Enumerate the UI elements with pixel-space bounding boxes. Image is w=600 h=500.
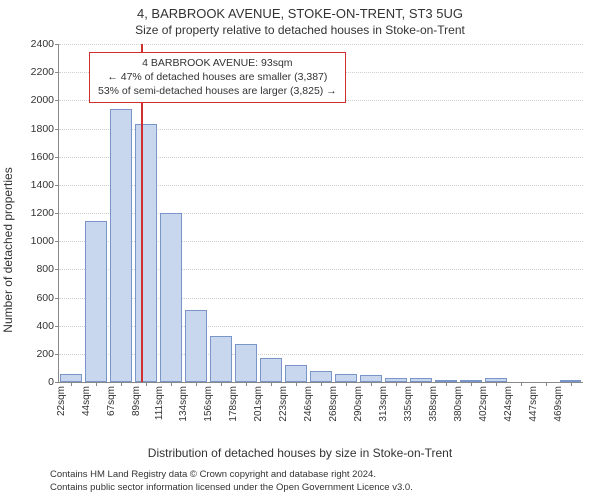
x-tick-label: 358sqm [428, 386, 439, 422]
x-tick-mark [271, 382, 272, 386]
y-tick-mark [55, 298, 59, 299]
y-tick-label: 0 [48, 376, 54, 388]
bar [260, 358, 282, 382]
y-tick-mark [55, 44, 59, 45]
y-tick-label: 1600 [31, 151, 54, 163]
bar [135, 124, 157, 382]
x-tick-mark [296, 382, 297, 386]
chart-title-line1: 4, BARBROOK AVENUE, STOKE-ON-TRENT, ST3 … [0, 6, 600, 21]
x-tick-label: 22sqm [56, 386, 67, 416]
y-tick-mark [55, 129, 59, 130]
x-tick-label: 246sqm [303, 386, 314, 422]
x-tick-label: 290sqm [353, 386, 364, 422]
attribution: Contains HM Land Registry data © Crown c… [50, 469, 590, 494]
x-tick-label: 424sqm [503, 386, 514, 422]
x-tick-mark [96, 382, 97, 386]
y-tick-mark [55, 269, 59, 270]
x-tick-mark [371, 382, 372, 386]
y-tick-label: 200 [36, 348, 54, 360]
x-tick-mark [421, 382, 422, 386]
attribution-line2: Contains public sector information licen… [50, 482, 590, 494]
x-tick-label: 313sqm [378, 386, 389, 422]
x-tick-mark [146, 382, 147, 386]
y-tick-label: 1200 [31, 207, 54, 219]
x-tick-mark [446, 382, 447, 386]
x-tick-mark [571, 382, 572, 386]
x-tick-label: 402sqm [478, 386, 489, 422]
x-tick-mark [396, 382, 397, 386]
x-tick-label: 201sqm [253, 386, 264, 422]
y-tick-mark [55, 185, 59, 186]
x-tick-label: 89sqm [131, 386, 142, 416]
x-tick-label: 67sqm [106, 386, 117, 416]
gridline [59, 44, 583, 45]
annotation-line: ← 47% of detached houses are smaller (3,… [98, 70, 337, 84]
x-tick-label: 335sqm [403, 386, 414, 422]
y-tick-label: 800 [36, 263, 54, 275]
bar [235, 344, 257, 382]
bar [85, 221, 107, 382]
x-tick-label: 156sqm [203, 386, 214, 422]
y-tick-mark [55, 157, 59, 158]
x-tick-mark [546, 382, 547, 386]
plot-area: 0200400600800100012001400160018002000220… [58, 44, 583, 383]
x-tick-label: 469sqm [553, 386, 564, 422]
bar [185, 310, 207, 382]
attribution-line1: Contains HM Land Registry data © Crown c… [50, 469, 590, 481]
x-tick-mark [521, 382, 522, 386]
y-tick-mark [55, 213, 59, 214]
y-tick-label: 2400 [31, 38, 54, 50]
x-tick-mark [71, 382, 72, 386]
annotation-line: 4 BARBROOK AVENUE: 93sqm [98, 56, 337, 70]
x-tick-mark [246, 382, 247, 386]
y-tick-mark [55, 72, 59, 73]
x-tick-label: 178sqm [228, 386, 239, 422]
y-tick-label: 1400 [31, 179, 54, 191]
y-tick-label: 600 [36, 292, 54, 304]
y-tick-label: 2000 [31, 94, 54, 106]
annotation-line: 53% of semi-detached houses are larger (… [98, 84, 337, 98]
x-tick-label: 223sqm [278, 386, 289, 422]
bar [285, 365, 307, 382]
y-tick-label: 1800 [31, 123, 54, 135]
x-tick-mark [321, 382, 322, 386]
x-tick-mark [121, 382, 122, 386]
x-tick-label: 44sqm [81, 386, 92, 416]
y-axis-label: Number of detached properties [1, 167, 15, 332]
x-tick-mark [471, 382, 472, 386]
chart-title-line2: Size of property relative to detached ho… [0, 23, 600, 37]
x-tick-label: 447sqm [528, 386, 539, 422]
bar [360, 375, 382, 382]
y-tick-mark [55, 241, 59, 242]
bar [160, 213, 182, 382]
x-tick-mark [496, 382, 497, 386]
bar [335, 374, 357, 382]
y-tick-label: 400 [36, 320, 54, 332]
bar [60, 374, 82, 382]
bar [210, 336, 232, 382]
x-tick-mark [196, 382, 197, 386]
y-tick-mark [55, 326, 59, 327]
x-tick-mark [346, 382, 347, 386]
annotation-box: 4 BARBROOK AVENUE: 93sqm← 47% of detache… [89, 52, 346, 103]
x-tick-mark [171, 382, 172, 386]
y-tick-mark [55, 382, 59, 383]
x-tick-mark [221, 382, 222, 386]
x-tick-label: 268sqm [328, 386, 339, 422]
bar [310, 371, 332, 382]
y-tick-label: 2200 [31, 66, 54, 78]
y-tick-label: 1000 [31, 235, 54, 247]
x-tick-label: 380sqm [453, 386, 464, 422]
y-tick-mark [55, 100, 59, 101]
x-tick-label: 134sqm [178, 386, 189, 422]
y-tick-mark [55, 354, 59, 355]
x-tick-label: 111sqm [154, 386, 165, 420]
bar [110, 109, 132, 382]
x-axis-label: Distribution of detached houses by size … [0, 446, 600, 460]
